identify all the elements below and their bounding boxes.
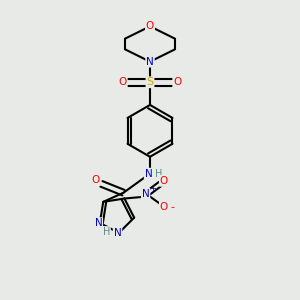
Text: N: N (142, 188, 149, 199)
Text: N: N (145, 169, 152, 178)
Text: H: H (103, 226, 110, 237)
Text: O: O (146, 21, 154, 31)
Text: +: + (149, 184, 155, 193)
Text: O: O (160, 176, 168, 186)
Text: N: N (146, 57, 154, 67)
Text: O: O (160, 202, 168, 212)
Text: O: O (92, 175, 100, 185)
Text: S: S (146, 77, 154, 87)
Text: O: O (173, 77, 181, 87)
Text: N: N (114, 228, 122, 238)
Text: H: H (154, 169, 162, 179)
Text: O: O (118, 77, 127, 87)
Text: N: N (94, 218, 102, 228)
Text: -: - (170, 202, 174, 212)
